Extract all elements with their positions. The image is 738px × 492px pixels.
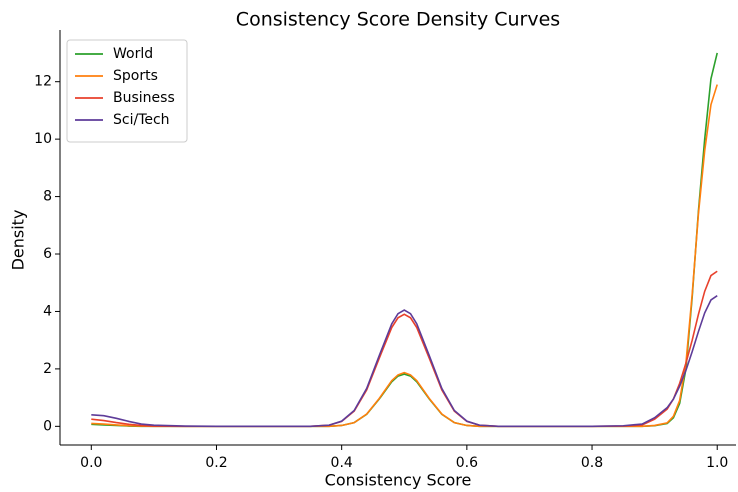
x-tick-label: 0.0 xyxy=(80,455,102,471)
chart-title: Consistency Score Density Curves xyxy=(236,9,560,31)
line xyxy=(91,270,718,428)
line xyxy=(91,295,718,428)
y-tick-label: 12 xyxy=(34,74,52,90)
y-tick-label: 8 xyxy=(43,189,52,205)
y-tick-label: 2 xyxy=(43,361,52,377)
legend: World Sports Business Sci/Tech xyxy=(66,39,188,143)
x-tick-label: 0.8 xyxy=(581,455,603,471)
x-tick-label: 1.0 xyxy=(706,455,728,471)
x-tick-label: 0.4 xyxy=(331,455,353,471)
legend-label: World xyxy=(113,46,153,62)
y-tick-label: 0 xyxy=(43,418,52,434)
legend-label: Business xyxy=(113,90,175,106)
y-axis-label: Density xyxy=(9,210,28,271)
legend-box xyxy=(66,39,188,143)
legend-label: Sci/Tech xyxy=(113,112,170,128)
x-axis-label: Consistency Score xyxy=(325,471,472,490)
y-tick-label: 10 xyxy=(34,131,52,147)
x-tick-label: 0.2 xyxy=(205,455,227,471)
legend-label: Sports xyxy=(113,68,158,84)
y-tick-label: 4 xyxy=(43,303,52,319)
y-tick-label: 6 xyxy=(43,246,52,262)
x-tick-label: 0.6 xyxy=(456,455,478,471)
